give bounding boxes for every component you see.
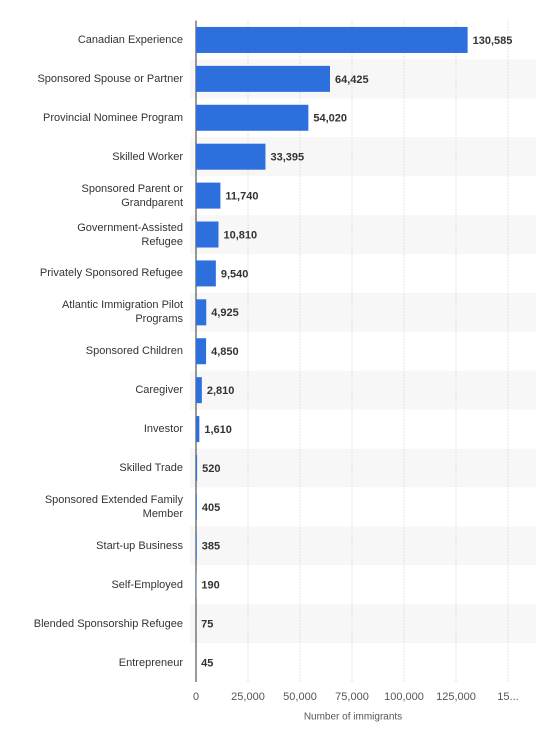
bar [196, 338, 207, 365]
row-band [190, 370, 536, 410]
data-label: 520 [202, 463, 220, 475]
bar [196, 26, 468, 53]
y-tick-label: Sponsored Children [85, 345, 183, 358]
y-tick-label: Investor [143, 423, 183, 436]
y-tick-label: Skilled Trade [119, 461, 183, 474]
y-tick-label: Sponsored Spouse or Partner [37, 72, 183, 85]
row-band [190, 526, 536, 566]
y-tick-label: Privately Sponsored Refugee [39, 267, 183, 280]
y-tick-label: Sponsored Parent or Grandparent [81, 182, 183, 209]
bar [196, 221, 219, 248]
y-tick-label: Entrepreneur [118, 656, 183, 669]
bar [196, 182, 221, 209]
data-label: 10,810 [223, 229, 257, 241]
bar [196, 260, 216, 287]
y-tick-label: Atlantic Immigration Pilot Programs [61, 299, 183, 326]
y-tick-label: Start-up Business [96, 539, 183, 552]
row-band [190, 448, 536, 488]
bar [196, 143, 266, 170]
row-band [190, 604, 536, 644]
y-tick-label: Skilled Worker [112, 150, 183, 163]
y-tick-label: Provincial Nominee Program [43, 111, 183, 124]
bar [196, 532, 197, 559]
data-label: 2,810 [207, 385, 235, 397]
bar [196, 299, 207, 326]
data-label: 11,740 [225, 191, 258, 203]
y-tick-label: Government-Assisted Refugee [77, 221, 183, 248]
data-label: 4,850 [211, 346, 239, 358]
x-tick-label: 100,000 [384, 691, 424, 703]
data-label: 385 [202, 541, 220, 553]
data-label: 190 [201, 580, 219, 592]
data-label: 130,585 [473, 35, 513, 47]
x-axis-title: Number of immigrants [304, 712, 402, 723]
bar [196, 377, 202, 404]
x-tick-label: 0 [193, 691, 199, 703]
y-tick-label: Self-Employed [111, 578, 183, 591]
bar [196, 416, 200, 443]
bar [196, 65, 331, 92]
bar [196, 454, 198, 481]
data-label: 45 [201, 657, 213, 669]
bar [196, 493, 197, 520]
data-label: 54,020 [313, 113, 347, 125]
x-tick-label: 50,000 [283, 691, 317, 703]
y-tick-label: Blended Sponsorship Refugee [33, 617, 183, 630]
row-band [190, 292, 536, 332]
data-label: 4,925 [211, 307, 239, 319]
data-label: 405 [202, 502, 220, 514]
data-label: 9,540 [221, 268, 249, 280]
x-tick-label: 75,000 [335, 691, 369, 703]
bar [196, 104, 309, 131]
data-label: 75 [201, 619, 213, 631]
y-tick-label: Sponsored Extended Family Member [44, 493, 183, 520]
y-tick-label: Canadian Experience [77, 33, 183, 46]
y-tick-label: Caregiver [135, 384, 183, 397]
x-tick-label: 15... [497, 691, 518, 703]
x-tick-label: 25,000 [231, 691, 265, 703]
x-tick-label: 125,000 [436, 691, 476, 703]
data-label: 64,425 [335, 74, 369, 86]
data-label: 33,395 [270, 152, 304, 164]
data-label: 1,610 [204, 424, 232, 436]
